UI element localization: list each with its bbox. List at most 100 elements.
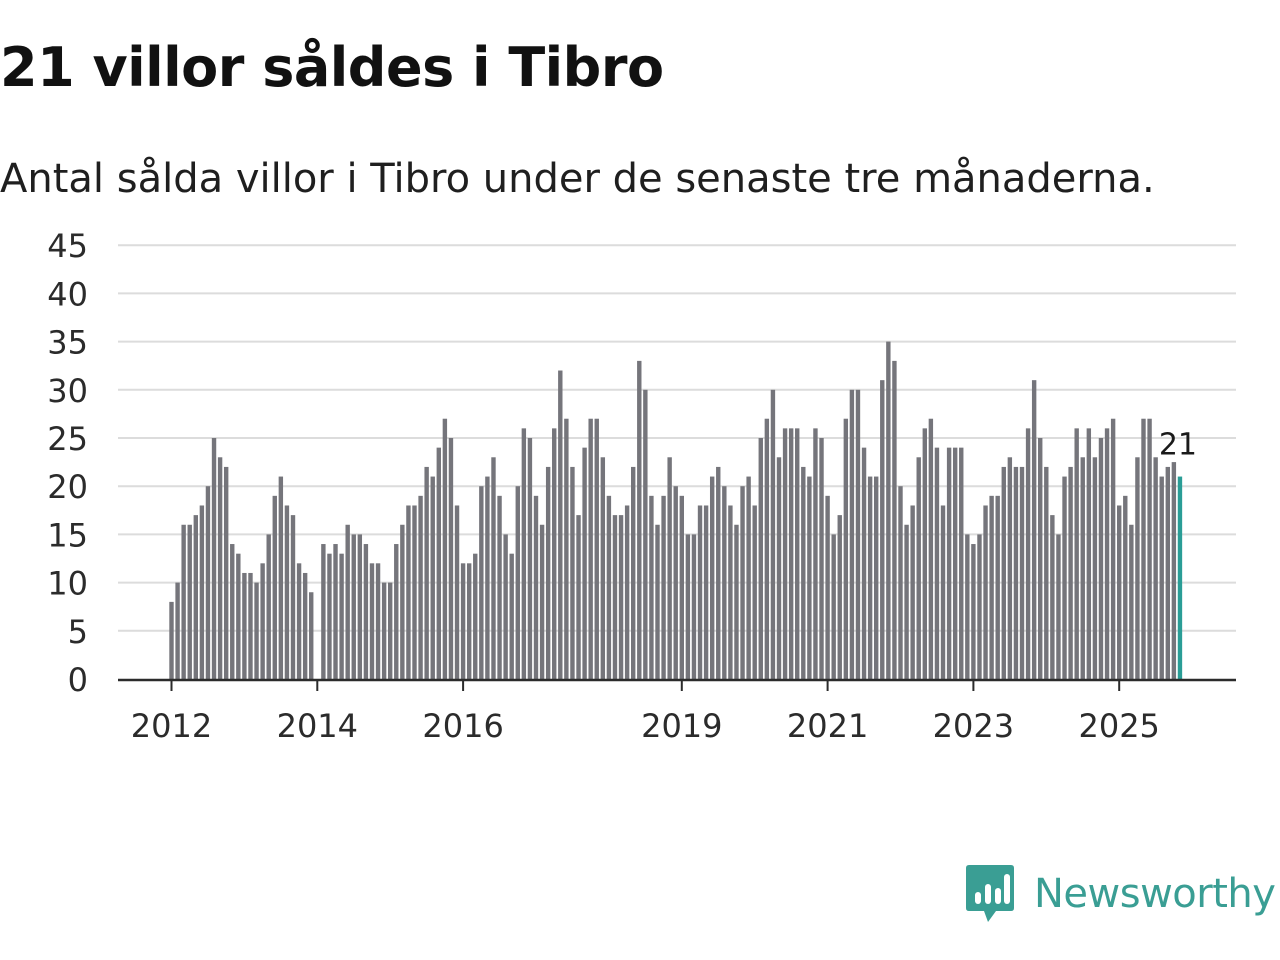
bar [703, 505, 709, 679]
bar [831, 534, 836, 679]
bar [430, 476, 435, 679]
x-tick-label: 2019 [641, 707, 722, 745]
bar [928, 418, 934, 679]
bar [825, 495, 830, 679]
bar [193, 515, 198, 679]
y-tick-label: 35 [47, 324, 88, 362]
y-tick-label: 5 [68, 613, 88, 651]
bar [1153, 457, 1158, 679]
bar [491, 457, 496, 679]
bar [539, 524, 545, 679]
bar [770, 389, 776, 679]
bar [910, 505, 915, 679]
bar-series [169, 341, 1183, 679]
bar [1056, 534, 1061, 679]
bar [1013, 466, 1019, 679]
bar [460, 563, 466, 679]
bar [959, 447, 964, 679]
bar [697, 505, 703, 679]
bar [667, 457, 672, 679]
bar [394, 544, 399, 679]
bar [679, 495, 684, 679]
x-tick-label: 2014 [277, 707, 358, 745]
bar [734, 524, 739, 679]
bar [618, 515, 624, 679]
data-label-latest: 21 [1159, 428, 1197, 463]
bar [272, 495, 277, 679]
bar [479, 486, 484, 679]
bar [1031, 380, 1037, 679]
bar [1025, 428, 1031, 679]
bar [339, 553, 344, 679]
bar [400, 524, 405, 679]
bar [661, 495, 666, 679]
bar [448, 438, 454, 679]
bar [236, 553, 241, 679]
y-tick-label: 40 [47, 275, 88, 313]
bar [1080, 457, 1085, 679]
bar [1092, 457, 1098, 679]
y-tick-label: 0 [68, 661, 88, 699]
bar [1135, 457, 1140, 679]
bar [886, 341, 891, 679]
bar [454, 505, 460, 679]
y-tick-label: 45 [47, 227, 88, 265]
bar [788, 428, 794, 679]
bar [922, 428, 927, 679]
bar [892, 360, 897, 679]
bar [205, 486, 211, 679]
bar [819, 438, 824, 679]
bar [898, 486, 903, 679]
bar [442, 418, 448, 679]
bar [952, 447, 958, 679]
bar [612, 515, 618, 679]
bar [1038, 438, 1043, 679]
bar [716, 466, 721, 679]
bar [740, 486, 745, 679]
bar [187, 524, 192, 679]
bar [570, 466, 575, 679]
bar [1068, 466, 1073, 679]
bar [302, 572, 308, 679]
bar [199, 505, 205, 679]
bar [971, 544, 976, 679]
bar [685, 534, 691, 679]
bar [983, 505, 988, 679]
bar [631, 466, 636, 679]
bar [230, 544, 235, 679]
bar [473, 553, 478, 679]
bar [989, 495, 994, 679]
bar [369, 563, 375, 679]
chart-subtitle: Antal sålda villor i Tibro under de sena… [0, 156, 1155, 202]
bar [758, 438, 763, 679]
bar [1117, 505, 1122, 679]
bar [309, 592, 314, 679]
bar [381, 582, 387, 679]
bar [254, 582, 259, 679]
x-axis-ticks: 2012 2014 2016 2019 2021 2023 2025 [131, 681, 1160, 745]
y-tick-label: 15 [47, 516, 88, 554]
bar [1171, 462, 1177, 679]
bar [582, 447, 587, 679]
bar [643, 389, 648, 679]
bar [576, 515, 581, 679]
bar [242, 572, 247, 679]
bar [278, 476, 284, 679]
brand-mark: Newsworthy [964, 862, 1276, 926]
bar [624, 505, 630, 679]
bar [934, 447, 940, 679]
bar [691, 534, 697, 679]
bar [916, 457, 921, 679]
brand-name: Newsworthy [1034, 871, 1276, 917]
bar [880, 380, 885, 679]
bar [673, 486, 678, 679]
bar [1159, 476, 1164, 679]
bar [904, 524, 909, 679]
bar [874, 476, 879, 679]
bar [843, 418, 849, 679]
bar [1129, 524, 1134, 679]
bar [284, 505, 290, 679]
bar [1165, 466, 1170, 679]
data-labels: 21 [1159, 428, 1197, 463]
y-tick-label: 10 [47, 565, 88, 603]
